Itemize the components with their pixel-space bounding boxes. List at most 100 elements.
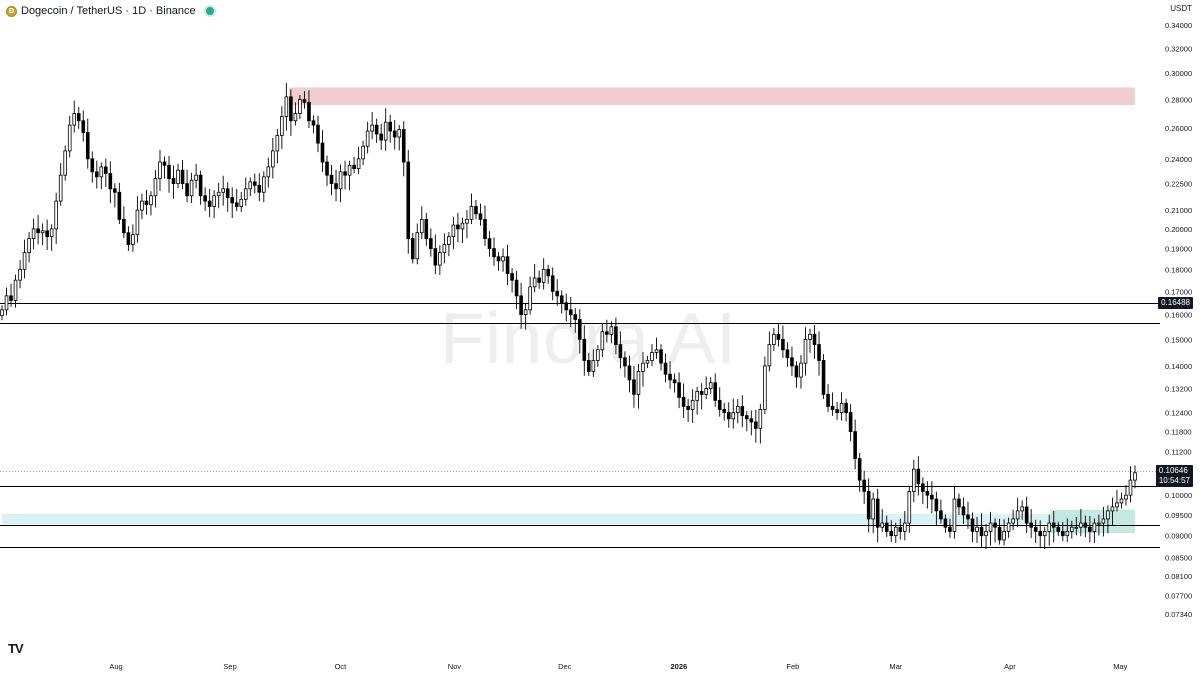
candle (573, 308, 578, 333)
candle (338, 164, 343, 203)
x-tick-label: 2026 (671, 662, 688, 671)
candle-body-up (596, 349, 600, 361)
candle-body-up (189, 179, 194, 197)
candle (866, 478, 871, 533)
candle (361, 140, 365, 166)
candle-body-up (1079, 522, 1083, 528)
x-tick-label: Apr (1004, 662, 1016, 671)
candle-body-up (397, 129, 402, 138)
candle (135, 196, 140, 243)
candle-body-up (1124, 494, 1128, 500)
candle (568, 296, 573, 328)
tradingview-logo[interactable]: TV (8, 641, 24, 656)
candle (853, 419, 857, 470)
candle (311, 115, 316, 134)
candle (1060, 522, 1065, 542)
candle-body-down (605, 331, 609, 335)
candle-body-up (591, 360, 596, 372)
candle-body-up (1119, 498, 1124, 504)
candle-body-up (158, 161, 162, 179)
candle (1042, 526, 1047, 550)
candle (717, 387, 722, 417)
candle (1106, 505, 1110, 534)
level-price-tag: 0.16488 (1158, 297, 1193, 310)
zones-layer (2, 87, 1135, 534)
chart-title: Dogecoin / TetherUS · 1D · Binance (21, 5, 196, 17)
candle-body-down (487, 238, 492, 249)
x-tick-label: Feb (786, 662, 799, 671)
candle (31, 218, 36, 250)
candle (401, 121, 406, 177)
candle-body-up (365, 130, 370, 147)
candle (636, 364, 641, 409)
y-tick-label: 0.09500 (1165, 511, 1192, 520)
candle (1038, 520, 1043, 549)
candle-body-down (343, 171, 347, 176)
candle-body-up (1128, 479, 1133, 496)
candle (686, 398, 690, 422)
candle (650, 344, 654, 366)
candle-body-up (1065, 531, 1070, 537)
candle (844, 398, 848, 422)
candle-body-up (131, 234, 135, 245)
candle-body-down (76, 113, 81, 122)
y-tick-label: 0.20000 (1165, 225, 1192, 234)
candle (754, 409, 758, 443)
candle-body-down (663, 362, 668, 375)
candle-body-down (433, 248, 438, 266)
candle (993, 518, 997, 543)
candle-body-up (149, 195, 153, 206)
candle (523, 303, 528, 330)
candle (126, 226, 131, 251)
candle-body-up (243, 188, 248, 200)
candle (54, 192, 58, 245)
candle (826, 384, 830, 412)
candle-body-up (280, 116, 284, 136)
y-tick-label: 0.08500 (1165, 554, 1192, 563)
candle-body-down (85, 132, 90, 160)
candle (343, 160, 347, 190)
candle-body-down (320, 142, 325, 163)
candle (902, 510, 907, 541)
candle (252, 173, 257, 194)
candle (1051, 510, 1056, 543)
candle-body-up (4, 295, 9, 311)
candle (275, 129, 280, 164)
candle (1070, 520, 1074, 539)
candle-body-up (758, 409, 763, 429)
candle (735, 398, 740, 424)
candle-body-down (623, 357, 627, 367)
candle-body-down (930, 494, 934, 500)
candle-body-down (36, 228, 40, 234)
candle (293, 102, 298, 126)
candle-body-up (1106, 510, 1110, 520)
candle (884, 515, 889, 537)
candle-body-up (176, 169, 180, 185)
candle-body-up (1092, 522, 1097, 532)
candle (541, 258, 546, 290)
candle-body-down (1083, 522, 1088, 528)
candle (67, 115, 72, 158)
candle (180, 159, 185, 190)
y-tick-label: 0.10000 (1165, 491, 1192, 500)
candle-body-up (690, 399, 695, 410)
y-tick-label: 0.16000 (1165, 311, 1192, 320)
candle-body-up (1006, 522, 1011, 532)
candle (465, 210, 469, 239)
chart-header: Ð Dogecoin / TetherUS · 1D · Binance (6, 3, 216, 19)
candle-body-down (203, 195, 207, 202)
candle (577, 309, 582, 354)
candle-body-down (884, 522, 889, 532)
candle-body-up (216, 191, 221, 197)
candle (474, 200, 478, 220)
candle (167, 155, 171, 193)
x-axis[interactable]: Aug Sep Oct Nov Dec 2026 Feb Mar Apr May (109, 662, 1127, 671)
y-axis[interactable]: 0.34000 0.32000 0.30000 0.28000 0.26000 0.240… (1165, 21, 1192, 619)
candle (45, 219, 49, 251)
candle-body-down (722, 409, 727, 413)
candle-body-up (839, 402, 844, 413)
candle-body-down (686, 405, 690, 410)
candle-body-down (993, 522, 997, 528)
candle (952, 486, 957, 539)
